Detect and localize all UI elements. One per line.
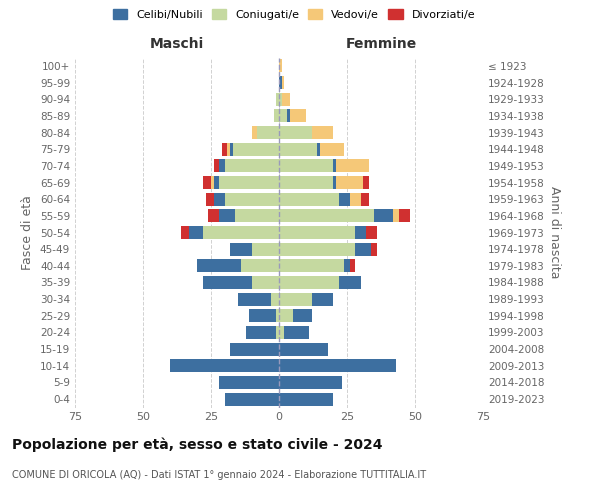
Bar [247, 326, 276, 339]
Bar [279, 60, 282, 72]
Bar [366, 226, 377, 239]
Bar [206, 192, 214, 205]
Bar [222, 142, 227, 156]
Y-axis label: Fasce di età: Fasce di età [22, 195, 34, 270]
Bar [279, 276, 339, 289]
Bar [189, 226, 203, 239]
Bar [276, 92, 279, 106]
Bar [393, 210, 398, 222]
Bar [230, 242, 252, 256]
Bar [219, 160, 224, 172]
Bar [355, 242, 371, 256]
Bar [214, 176, 219, 189]
Bar [219, 210, 235, 222]
Legend: Celibi/Nubili, Coniugati/e, Vedovi/e, Divorziati/e: Celibi/Nubili, Coniugati/e, Vedovi/e, Di… [110, 6, 478, 23]
Bar [224, 160, 279, 172]
Bar [282, 76, 284, 89]
Bar [181, 226, 189, 239]
Bar [241, 260, 279, 272]
Bar [279, 110, 287, 122]
Bar [350, 192, 361, 205]
Bar [279, 160, 334, 172]
Bar [279, 92, 282, 106]
Bar [398, 210, 410, 222]
Bar [203, 176, 211, 189]
Bar [334, 160, 336, 172]
Bar [339, 276, 361, 289]
Bar [276, 326, 279, 339]
Bar [208, 210, 219, 222]
Bar [293, 310, 311, 322]
Text: COMUNE DI ORICOLA (AQ) - Dati ISTAT 1° gennaio 2024 - Elaborazione TUTTITALIA.IT: COMUNE DI ORICOLA (AQ) - Dati ISTAT 1° g… [12, 470, 426, 480]
Bar [219, 376, 279, 389]
Bar [361, 192, 369, 205]
Bar [233, 142, 279, 156]
Bar [279, 142, 317, 156]
Bar [364, 176, 369, 189]
Bar [235, 210, 279, 222]
Bar [279, 126, 311, 139]
Text: Maschi: Maschi [150, 37, 204, 51]
Bar [214, 192, 224, 205]
Bar [230, 142, 233, 156]
Y-axis label: Anni di nascita: Anni di nascita [548, 186, 561, 279]
Bar [336, 176, 364, 189]
Bar [311, 292, 334, 306]
Bar [224, 392, 279, 406]
Bar [279, 176, 334, 189]
Bar [252, 126, 257, 139]
Bar [249, 310, 276, 322]
Bar [317, 142, 320, 156]
Bar [279, 360, 396, 372]
Bar [279, 342, 328, 355]
Bar [279, 226, 355, 239]
Bar [279, 210, 374, 222]
Bar [203, 226, 279, 239]
Bar [197, 260, 241, 272]
Bar [219, 176, 279, 189]
Bar [238, 292, 271, 306]
Bar [279, 292, 311, 306]
Bar [282, 92, 290, 106]
Bar [252, 242, 279, 256]
Bar [170, 360, 279, 372]
Bar [279, 392, 334, 406]
Bar [334, 176, 336, 189]
Text: Popolazione per età, sesso e stato civile - 2024: Popolazione per età, sesso e stato civil… [12, 438, 383, 452]
Bar [344, 260, 350, 272]
Bar [311, 126, 334, 139]
Bar [371, 242, 377, 256]
Bar [350, 260, 355, 272]
Bar [279, 326, 284, 339]
Bar [274, 110, 279, 122]
Bar [279, 242, 355, 256]
Bar [279, 76, 282, 89]
Bar [227, 142, 230, 156]
Bar [203, 276, 252, 289]
Text: Femmine: Femmine [346, 37, 416, 51]
Bar [276, 310, 279, 322]
Bar [279, 192, 339, 205]
Bar [374, 210, 393, 222]
Bar [290, 110, 306, 122]
Bar [336, 160, 369, 172]
Bar [284, 326, 309, 339]
Bar [211, 176, 214, 189]
Bar [279, 376, 341, 389]
Bar [257, 126, 279, 139]
Bar [279, 310, 293, 322]
Bar [279, 260, 344, 272]
Bar [230, 342, 279, 355]
Bar [252, 276, 279, 289]
Bar [271, 292, 279, 306]
Bar [320, 142, 344, 156]
Bar [224, 192, 279, 205]
Bar [355, 226, 366, 239]
Bar [339, 192, 350, 205]
Bar [214, 160, 219, 172]
Bar [287, 110, 290, 122]
